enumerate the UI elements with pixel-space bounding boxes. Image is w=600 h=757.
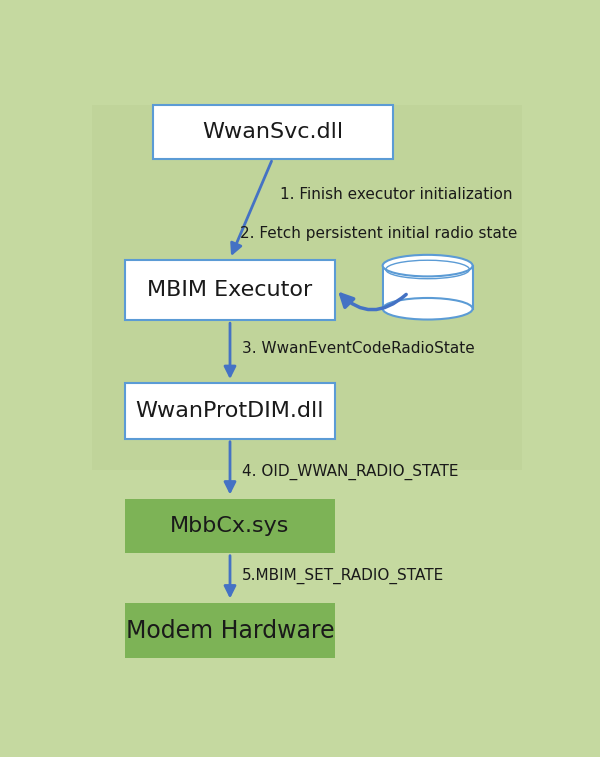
Text: 2. Fetch persistent initial radio state: 2. Fetch persistent initial radio state (240, 226, 517, 241)
Ellipse shape (383, 255, 473, 276)
Text: 5.MBIM_SET_RADIO_STATE: 5.MBIM_SET_RADIO_STATE (242, 568, 444, 584)
Text: WwanSvc.dll: WwanSvc.dll (202, 122, 343, 142)
Bar (384, 266, 472, 309)
FancyBboxPatch shape (125, 384, 335, 439)
Bar (383, 266, 473, 309)
FancyBboxPatch shape (152, 104, 393, 159)
FancyBboxPatch shape (125, 499, 335, 553)
FancyBboxPatch shape (92, 104, 522, 470)
Ellipse shape (383, 298, 473, 319)
Text: Modem Hardware: Modem Hardware (125, 618, 334, 643)
Text: 3. WwanEventCodeRadioState: 3. WwanEventCodeRadioState (242, 341, 475, 357)
FancyBboxPatch shape (125, 603, 335, 659)
Text: WwanProtDIM.dll: WwanProtDIM.dll (136, 401, 324, 421)
FancyBboxPatch shape (125, 260, 335, 320)
Text: 1. Finish executor initialization: 1. Finish executor initialization (280, 187, 513, 202)
Text: 4. OID_WWAN_RADIO_STATE: 4. OID_WWAN_RADIO_STATE (242, 464, 458, 480)
Text: MBIM Executor: MBIM Executor (148, 280, 313, 301)
Text: MbbCx.sys: MbbCx.sys (170, 516, 290, 536)
